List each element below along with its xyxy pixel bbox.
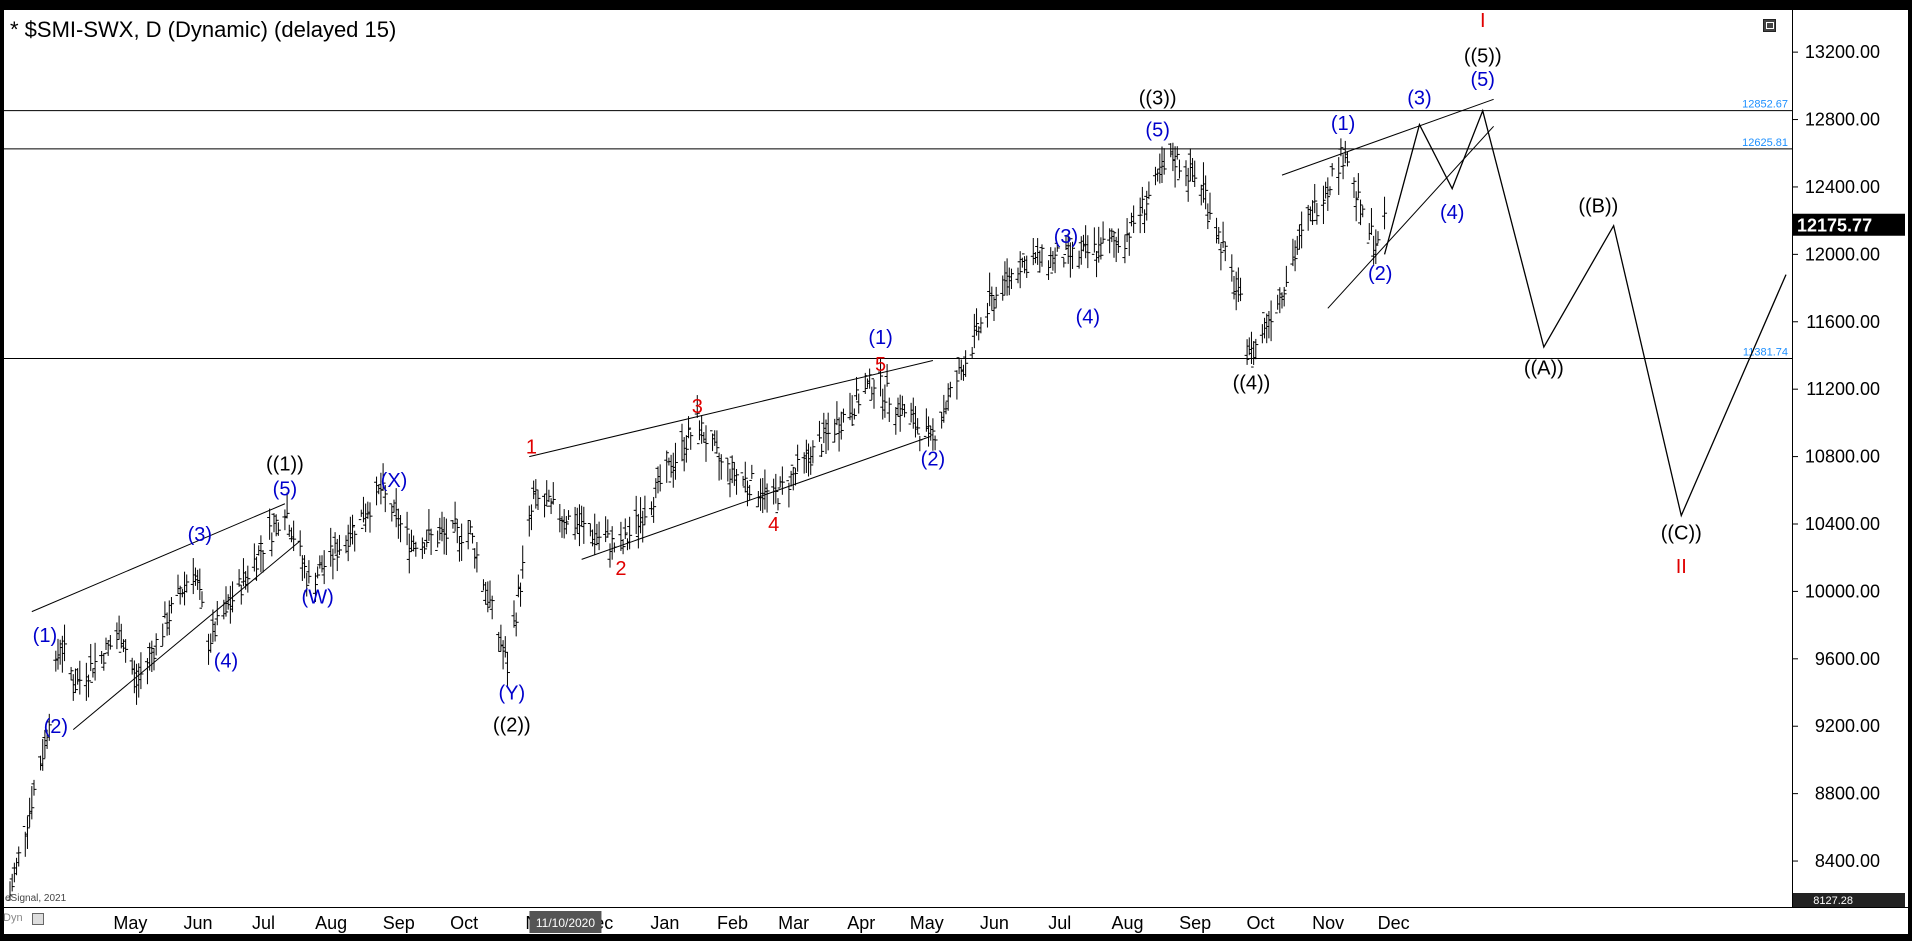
wave-label: ((4)): [1233, 372, 1271, 394]
level-label: 11381.74: [1743, 347, 1788, 359]
y-tick-label: 10800.00: [1805, 447, 1880, 467]
wave-label: (4): [1076, 307, 1100, 329]
x-tick-label: Nov: [1312, 913, 1344, 933]
copyright-label: eSignal, 2021: [5, 893, 67, 904]
wave-label: 2: [615, 558, 626, 580]
y-tick-label: 13200.00: [1805, 42, 1880, 62]
wave-label: (X): [381, 470, 408, 492]
level-label: 12852.67: [1742, 99, 1788, 111]
wave-label: (3): [188, 524, 212, 546]
y-tick-label: 8800.00: [1815, 784, 1880, 804]
wave-label: (1): [33, 625, 57, 647]
projection-path: [1383, 108, 1787, 518]
wave-label: (Y): [498, 683, 525, 705]
trend-line: [1281, 98, 1494, 176]
y-tick-label: 12000.00: [1805, 244, 1880, 264]
dyn-label: Dyn: [3, 912, 23, 924]
wave-label: (3): [1407, 88, 1431, 110]
bottom-value-badge: [1793, 893, 1905, 907]
settings-icon[interactable]: [32, 913, 44, 925]
y-tick-label: 9600.00: [1815, 649, 1880, 669]
trend-line: [529, 360, 934, 458]
x-tick-label: Apr: [847, 913, 875, 933]
chart-title: * $SMI-SWX, D (Dynamic) (delayed 15): [10, 17, 397, 42]
time-axis: [4, 908, 1908, 934]
y-tick-label: 12800.00: [1805, 110, 1880, 130]
y-tick-label: 11200.00: [1806, 379, 1880, 399]
wave-label: ((5)): [1464, 46, 1502, 68]
wave-label: (5): [1145, 120, 1169, 142]
x-tick-label: Jun: [183, 913, 212, 933]
y-tick-label: 8400.00: [1815, 851, 1880, 871]
x-tick-label: Jul: [1048, 913, 1071, 933]
x-tick-label: May: [113, 913, 147, 933]
y-tick-label: 9200.00: [1815, 716, 1880, 736]
y-tick-label: 12400.00: [1805, 177, 1880, 197]
wave-label: (5): [273, 479, 297, 501]
x-tick-label: Sep: [383, 913, 415, 933]
wave-label: (2): [921, 448, 945, 470]
wave-label: ((2)): [493, 715, 531, 737]
y-tick-label: 10000.00: [1805, 581, 1880, 601]
wave-label: 5: [875, 354, 886, 376]
wave-label: (3): [1054, 226, 1078, 248]
last-price-badge: [1793, 213, 1905, 236]
wave-label: ((C)): [1661, 522, 1702, 544]
x-tick-label: Jul: [252, 913, 275, 933]
wave-label: (4): [1440, 202, 1464, 224]
plot-area: [4, 10, 1792, 907]
wave-label: I: [1480, 10, 1486, 32]
wave-label: 1: [526, 436, 537, 458]
cursor-date-label: 11/10/2020: [536, 916, 595, 930]
x-tick-label: Jan: [650, 913, 679, 933]
bottom-value-label: 8127.28: [1813, 895, 1853, 907]
wave-label: 3: [692, 396, 703, 418]
trend-line: [31, 503, 286, 613]
wave-label: ((3)): [1139, 88, 1177, 110]
maximize-icon[interactable]: [1763, 19, 1776, 32]
wave-label: (1): [868, 327, 892, 349]
wave-label: ((B)): [1578, 195, 1618, 217]
x-tick-label: Jun: [980, 913, 1009, 933]
x-tick-label: Feb: [717, 913, 748, 933]
trend-line: [72, 540, 301, 730]
wave-label: (1): [1331, 113, 1355, 135]
x-tick-label: Aug: [315, 913, 347, 933]
x-tick-label: Aug: [1111, 913, 1143, 933]
wave-label: (4): [214, 650, 238, 672]
y-tick-label: 11600.00: [1806, 312, 1880, 332]
trend-line: [581, 435, 931, 560]
trend-line: [1327, 125, 1495, 309]
wave-label: (5): [1471, 69, 1495, 91]
wave-label: II: [1676, 556, 1687, 578]
y-tick-label: 10400.00: [1805, 514, 1880, 534]
x-tick-label: Sep: [1179, 913, 1211, 933]
x-tick-label: Dec: [1378, 913, 1410, 933]
level-label: 12625.81: [1742, 137, 1788, 149]
wave-label: ((1)): [266, 453, 304, 475]
last-price-label: 12175.77: [1797, 216, 1872, 236]
wave-label: ((A)): [1524, 357, 1564, 379]
price-axis: [1793, 10, 1908, 907]
wave-label: 4: [768, 514, 779, 536]
wave-label: (W): [302, 586, 334, 608]
wave-label: (2): [1368, 263, 1392, 285]
x-tick-label: Oct: [1247, 913, 1275, 933]
x-tick-label: May: [910, 913, 944, 933]
cursor-date-badge: [529, 911, 602, 933]
wave-label: (2): [44, 716, 68, 738]
x-tick-label: Mar: [778, 913, 809, 933]
x-tick-label: Oct: [450, 913, 478, 933]
